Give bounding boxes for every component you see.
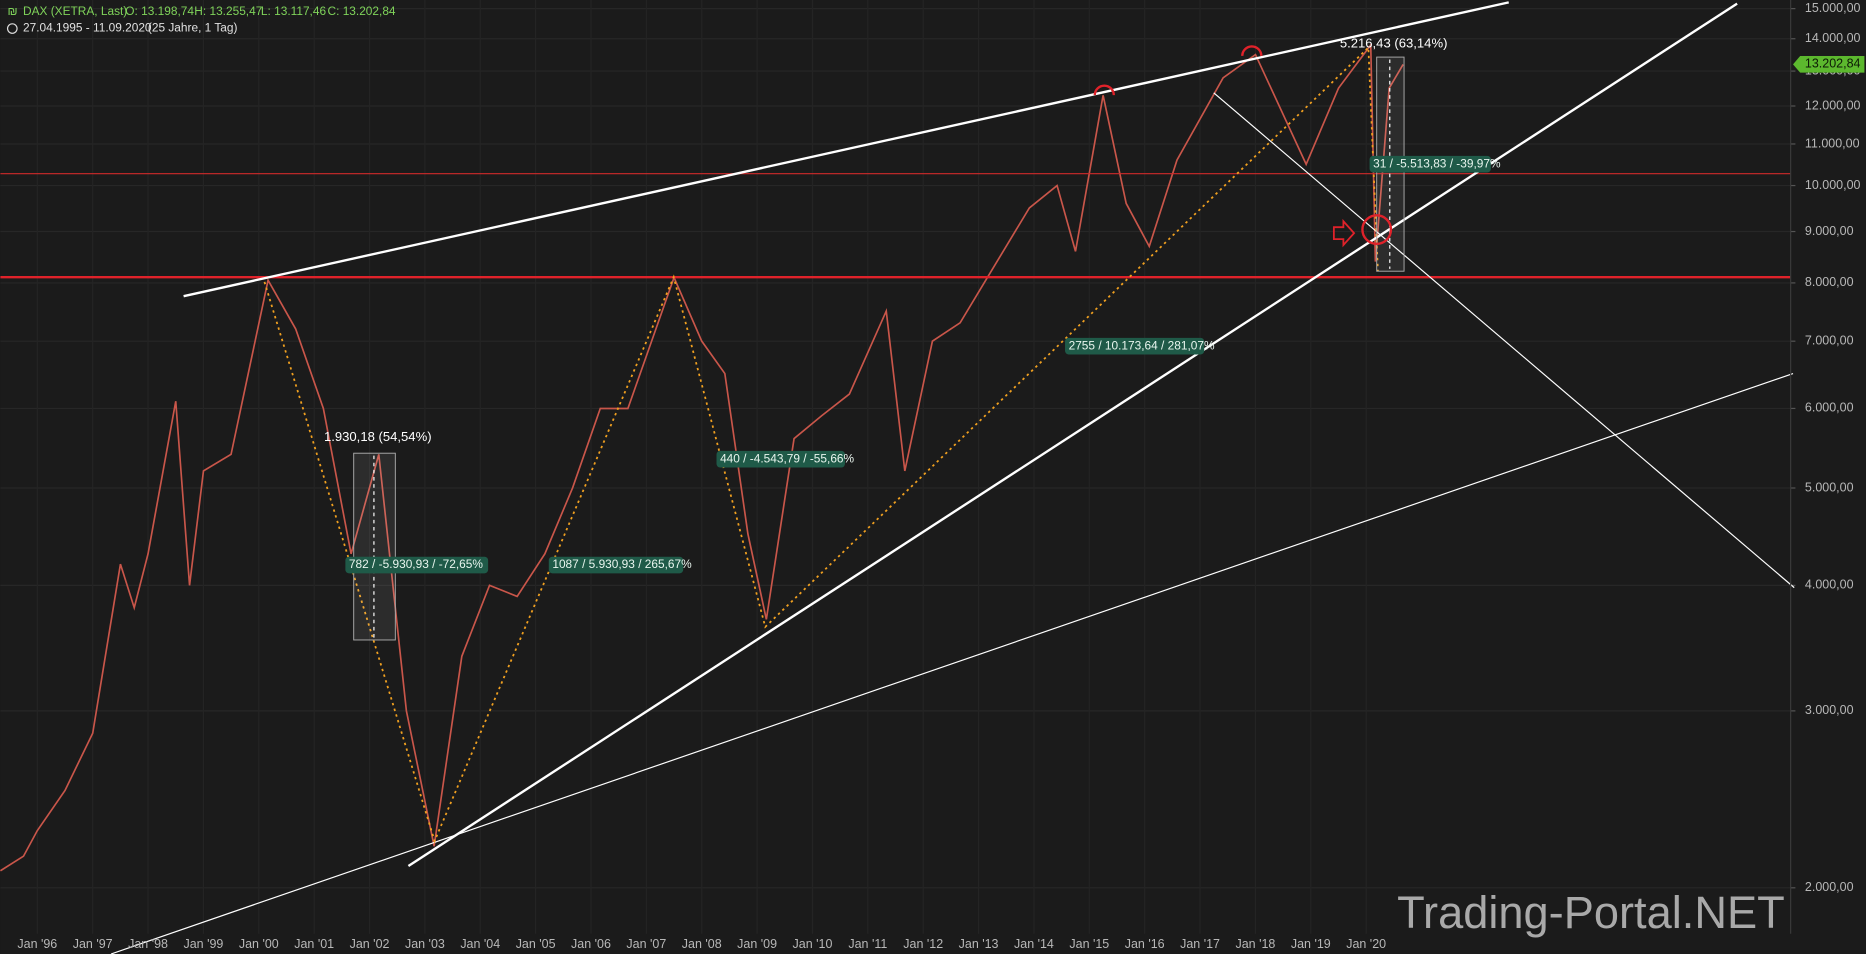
range-box (353, 452, 396, 641)
annotation: 1087 / 5.930,93 / 265,67% (552, 557, 692, 571)
x-tick-label: Jan '10 (793, 937, 833, 951)
span: (25 Jahre, 1 Tag) (148, 21, 238, 35)
plot (0, 42, 1404, 872)
y-tick-label: 7.000,00 (1805, 333, 1854, 347)
x-tick-label: Jan '15 (1069, 937, 1109, 951)
annotation: 782 / -5.930,93 / -72,65% (349, 557, 483, 571)
annotation: 5.216,43 (63,14%) (1340, 35, 1448, 50)
instrument-title: DAX (XETRA, Last) (23, 4, 127, 18)
ohlc: L: 13.117,46 (261, 4, 327, 18)
x-tick-label: Jan '98 (128, 937, 168, 951)
y-tick-label: 12.000,00 (1805, 98, 1861, 112)
x-tick-label: Jan '97 (73, 937, 113, 951)
x-tick-label: Jan '05 (516, 937, 556, 951)
marker-arrow (1332, 218, 1356, 248)
x-tick-label: Jan '96 (17, 937, 57, 951)
x-tick-label: Jan '14 (1014, 937, 1054, 951)
last-price-label: 13.202,84 (1805, 57, 1861, 71)
y-tick-label: 8.000,00 (1805, 275, 1854, 289)
y-tick-label: 14.000,00 (1805, 31, 1861, 45)
grid (0, 8, 1796, 889)
x-tick-label: Jan '06 (571, 937, 611, 951)
ohlc: H: 13.255,47 (194, 4, 262, 18)
annotation-box (1065, 337, 1205, 355)
x-tick-label: Jan '99 (183, 937, 223, 951)
y-tick-label: 4.000,00 (1805, 578, 1854, 592)
x-tick-label: Jan '03 (405, 937, 445, 951)
labels: ₪ DAX (XETRA, Last) O: 13.198,74 H: 13.2… (6, 1, 1865, 951)
x-tick-label: Jan '04 (460, 937, 500, 951)
price-line (0, 42, 1404, 872)
trend-line (110, 372, 1794, 954)
trend-line (183, 1, 1509, 298)
watermark: Trading-Portal.NET (1397, 887, 1785, 938)
y-tick-label: 9.000,00 (1805, 224, 1854, 238)
x-tick-label: Jan '20 (1346, 937, 1386, 951)
annotation-box (1369, 155, 1491, 173)
x-tick-label: Jan '13 (959, 937, 999, 951)
x-tick-label: Jan '00 (239, 937, 279, 951)
x-tick-label: Jan '02 (350, 937, 390, 951)
annotation: 31 / -5.513,83 / -39,97% (1373, 156, 1501, 170)
trend-line (1213, 92, 1795, 589)
ohlc: C: 13.202,84 (328, 4, 396, 18)
x-tick-label: Jan '01 (294, 937, 334, 951)
x-tick-label: Jan '09 (737, 937, 777, 951)
y-tick-label: 11.000,00 (1805, 136, 1860, 150)
marker-arc (1093, 84, 1115, 96)
annotation-box (345, 556, 489, 574)
x-tick-label: Jan '11 (848, 937, 887, 951)
annotation: 2755 / 10.173,64 / 281,07% (1069, 338, 1215, 352)
period: 27.04.1995 - 11.09.2020 (23, 21, 152, 35)
annotation: 1.930,18 (54,54%) (324, 429, 432, 444)
y-tick-label: 3.000,00 (1805, 703, 1854, 717)
marker-circle (1361, 214, 1393, 246)
drawings (0, 0, 1795, 954)
annotation-box (548, 556, 684, 574)
annotation: 440 / -4.543,79 / -55,66% (720, 451, 854, 465)
y-tick-label: 2.000,00 (1805, 880, 1854, 894)
x-tick-label: Jan '07 (626, 937, 666, 951)
x-tick-label: Jan '19 (1291, 937, 1331, 951)
x-tick-label: Jan '16 (1125, 937, 1165, 951)
ohlc: O: 13.198,74 (125, 4, 194, 18)
icon: ₪ (8, 4, 18, 18)
clock-icon (6, 23, 18, 34)
y-tick-label: 10.000,00 (1805, 178, 1861, 192)
x-tick-label: Jan '18 (1235, 937, 1275, 951)
y-tick-label: 5.000,00 (1805, 480, 1854, 494)
y-tick-label: 6.000,00 (1805, 401, 1854, 415)
y-tick-label: 15.000,00 (1805, 1, 1861, 15)
last-price-badge (1793, 55, 1865, 73)
x-tick-label: Jan '08 (682, 937, 722, 951)
x-tick-label: Jan '12 (903, 937, 943, 951)
annotation-box (716, 450, 845, 468)
marker-arc (1241, 45, 1263, 57)
x-tick-label: Jan '17 (1180, 937, 1220, 951)
trend-line (407, 2, 1738, 867)
